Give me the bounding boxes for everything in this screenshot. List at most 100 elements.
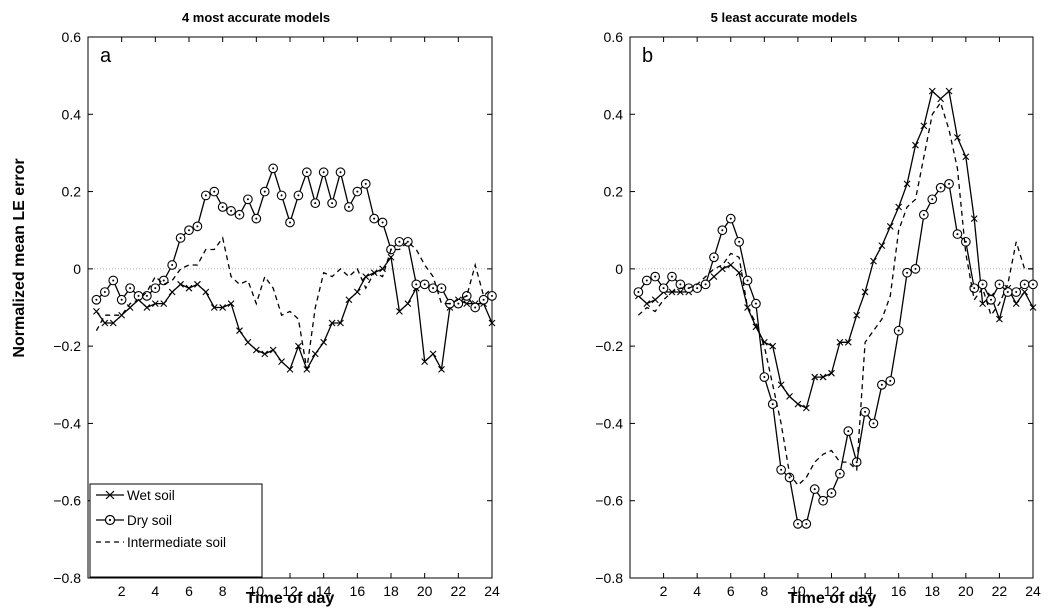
point-dry (700, 279, 711, 290)
series-line-intermediate (637, 101, 1033, 487)
point-dry (301, 167, 312, 178)
x-tick-label: 20 (958, 583, 974, 599)
point-wet (819, 373, 827, 381)
x-tick-label: 18 (383, 583, 399, 599)
point-wet (488, 319, 496, 327)
x-tick-label: 24 (484, 583, 500, 599)
point-wet (252, 346, 260, 354)
point-dry (893, 325, 904, 336)
point-dry (843, 426, 854, 437)
x-tick-label: 24 (1025, 583, 1041, 599)
point-dry (335, 167, 346, 178)
point-wet (1021, 288, 1028, 296)
point-wet (760, 338, 768, 346)
point-wet (143, 304, 151, 311)
point-wet (421, 358, 429, 365)
point-dry (259, 186, 270, 197)
point-wet (928, 87, 936, 95)
y-tick-label: −0.6 (595, 493, 623, 509)
x-tick-label: 2 (118, 583, 126, 599)
x-tick-label: 16 (891, 583, 907, 599)
point-dry (952, 229, 963, 239)
point-dry (1028, 279, 1038, 290)
point-dry (377, 217, 388, 228)
point-dry (667, 271, 677, 282)
point-wet (404, 300, 412, 308)
y-tick-label: −0.8 (595, 570, 623, 586)
point-wet (269, 346, 277, 354)
panel-b-yticks: −0.8 −0.6 −0.4 −0.2 0 0.2 0.4 0.6 (595, 29, 1033, 586)
point-wet (362, 273, 370, 280)
point-dry (217, 202, 228, 212)
panel-b-series (633, 87, 1038, 529)
legend-box (89, 483, 263, 578)
y-tick-label: 0.4 (604, 106, 624, 122)
point-dry (268, 163, 279, 174)
point-wet (353, 288, 361, 296)
legend-label-dry: Dry soil (127, 513, 172, 528)
x-tick-label: 16 (350, 583, 366, 599)
point-wet (210, 304, 218, 311)
point-dry (809, 484, 820, 494)
x-tick-label: 4 (693, 583, 701, 599)
point-dry (310, 198, 321, 209)
point-wet (202, 288, 210, 296)
legend-label-intermediate: Intermediate soil (127, 535, 226, 550)
point-wet (311, 350, 319, 358)
point-dry (658, 283, 669, 294)
point-wet (278, 358, 285, 365)
point-wet (168, 288, 176, 296)
point-dry (776, 464, 786, 475)
y-tick-label: −0.2 (53, 338, 81, 354)
point-dry (487, 291, 497, 301)
x-tick-label: 18 (924, 583, 940, 599)
point-wet (93, 307, 100, 315)
point-dry (751, 298, 761, 309)
x-tick-label: 10 (790, 583, 806, 599)
point-dry (725, 213, 736, 224)
point-wet (219, 304, 227, 311)
point-dry (709, 252, 719, 263)
x-tick-label: 6 (185, 583, 193, 599)
point-wet (954, 134, 961, 141)
point-dry (877, 379, 887, 390)
point-dry (902, 267, 912, 278)
point-wet (463, 300, 471, 308)
point-dry (1002, 287, 1013, 297)
point-dry (470, 302, 481, 313)
point-wet (853, 311, 861, 319)
point-wet (945, 87, 953, 95)
legend-entry-intermediate: Intermediate soil (96, 535, 226, 550)
point-dry (453, 298, 464, 309)
point-dry (919, 209, 929, 220)
point-dry (234, 209, 245, 220)
y-tick-label: 0.6 (62, 29, 82, 45)
point-dry (108, 275, 119, 286)
point-dry (759, 372, 770, 382)
point-dry (767, 399, 778, 409)
point-wet (861, 288, 869, 296)
point-dry (633, 287, 644, 297)
x-tick-label: 22 (992, 583, 1008, 599)
point-dry (411, 279, 422, 290)
point-wet (295, 342, 302, 350)
point-wet (160, 300, 168, 308)
point-wet (920, 122, 928, 130)
point-wet (337, 319, 344, 327)
x-tick-label: 14 (857, 583, 873, 599)
point-dry (142, 291, 152, 301)
point-dry (868, 418, 879, 429)
point-dry (276, 190, 287, 201)
point-dry (91, 294, 102, 305)
panel-b: 5 least accurate models 2 4 6 8 10 12 14 16 18 20… (595, 10, 1041, 607)
point-wet (903, 180, 911, 188)
point-wet (878, 242, 886, 250)
point-wet (177, 280, 184, 288)
panel-a-yticks: −0.8 −0.6 −0.4 −0.2 0 0.2 0.4 0.6 (53, 29, 492, 586)
point-wet (718, 265, 726, 273)
point-dry (192, 221, 203, 232)
panel-a-xlabel: Time of day (246, 590, 335, 607)
point-wet (236, 327, 243, 335)
point-wet (836, 338, 844, 346)
y-tick-label: −0.2 (595, 338, 623, 354)
